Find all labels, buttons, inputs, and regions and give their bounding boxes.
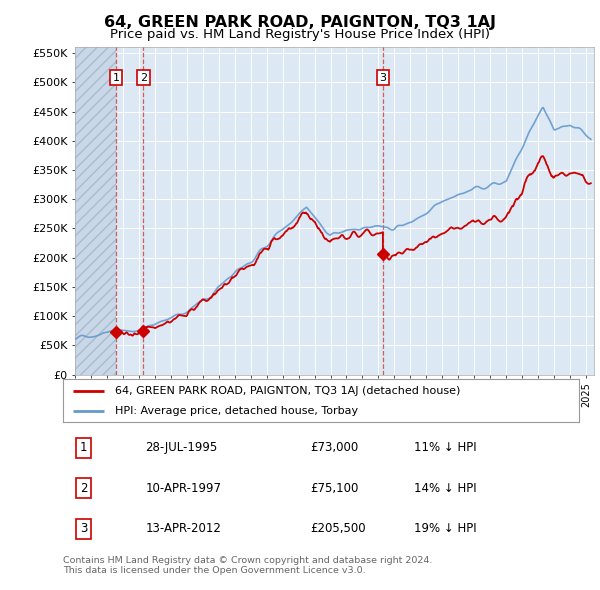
Text: 64, GREEN PARK ROAD, PAIGNTON, TQ3 1AJ: 64, GREEN PARK ROAD, PAIGNTON, TQ3 1AJ — [104, 15, 496, 30]
Text: 2: 2 — [140, 73, 147, 83]
Text: 3: 3 — [80, 522, 88, 535]
Text: Contains HM Land Registry data © Crown copyright and database right 2024.
This d: Contains HM Land Registry data © Crown c… — [63, 556, 433, 575]
Text: £205,500: £205,500 — [311, 522, 367, 535]
Text: 1: 1 — [113, 73, 119, 83]
Text: 1: 1 — [80, 441, 88, 454]
Bar — [75, 47, 116, 375]
Text: £75,100: £75,100 — [311, 481, 359, 495]
Text: Price paid vs. HM Land Registry's House Price Index (HPI): Price paid vs. HM Land Registry's House … — [110, 28, 490, 41]
Text: 3: 3 — [379, 73, 386, 83]
Text: 2: 2 — [80, 481, 88, 495]
Text: HPI: Average price, detached house, Torbay: HPI: Average price, detached house, Torb… — [115, 407, 358, 416]
Text: £73,000: £73,000 — [311, 441, 359, 454]
Text: 10-APR-1997: 10-APR-1997 — [146, 481, 221, 495]
Text: 14% ↓ HPI: 14% ↓ HPI — [414, 481, 476, 495]
Text: 28-JUL-1995: 28-JUL-1995 — [146, 441, 218, 454]
Text: 11% ↓ HPI: 11% ↓ HPI — [414, 441, 476, 454]
Text: 19% ↓ HPI: 19% ↓ HPI — [414, 522, 476, 535]
Text: 13-APR-2012: 13-APR-2012 — [146, 522, 221, 535]
Text: 64, GREEN PARK ROAD, PAIGNTON, TQ3 1AJ (detached house): 64, GREEN PARK ROAD, PAIGNTON, TQ3 1AJ (… — [115, 386, 460, 396]
